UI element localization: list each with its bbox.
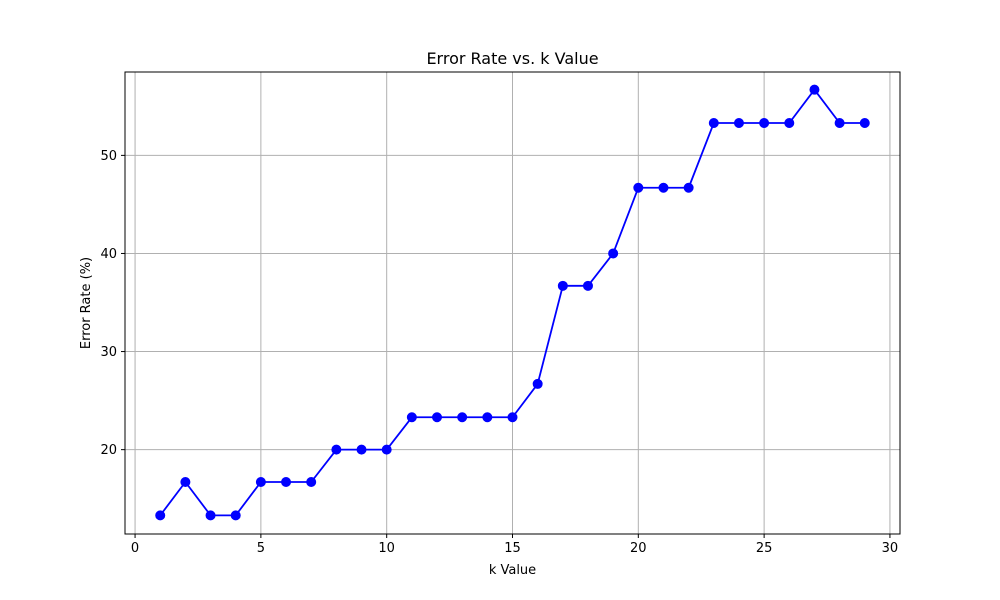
data-point (834, 118, 845, 129)
data-point (608, 248, 619, 259)
x-tick-label: 30 (882, 541, 899, 556)
series-layer (155, 84, 870, 521)
data-point (557, 280, 568, 291)
data-point (281, 477, 292, 488)
data-point (759, 118, 770, 129)
data-point (633, 182, 644, 193)
y-tick-label: 20 (100, 443, 117, 458)
data-point (507, 412, 518, 423)
data-point (582, 280, 593, 291)
y-tick-label: 40 (100, 247, 117, 262)
data-point (658, 182, 669, 193)
data-point (381, 444, 392, 455)
data-point (733, 118, 744, 129)
data-point (331, 444, 342, 455)
x-tick-label: 10 (378, 541, 395, 556)
data-point (356, 444, 367, 455)
x-tick-label: 15 (504, 541, 521, 556)
data-point (155, 510, 166, 521)
y-tick-label: 30 (100, 345, 117, 360)
data-point (708, 118, 719, 129)
data-point (255, 477, 266, 488)
axis-ticks: 0 5 10 15 20 25 30 20 30 40 50 (100, 149, 898, 556)
x-tick-label: 25 (756, 541, 773, 556)
data-point (230, 510, 241, 521)
data-point (532, 378, 543, 389)
data-point (406, 412, 417, 423)
x-axis-label: k Value (489, 563, 536, 578)
data-point (205, 510, 216, 521)
data-point (432, 412, 443, 423)
x-tick-label: 20 (630, 541, 647, 556)
data-point (859, 118, 870, 129)
data-point (809, 84, 820, 95)
data-point (180, 477, 191, 488)
data-point (457, 412, 468, 423)
data-point (306, 477, 317, 488)
x-tick-label: 0 (131, 541, 139, 556)
data-point (482, 412, 493, 423)
x-tick-label: 5 (257, 541, 265, 556)
y-tick-label: 50 (100, 149, 117, 164)
grid-lines (125, 72, 900, 534)
y-axis-label: Error Rate (%) (79, 257, 94, 349)
data-point (784, 118, 795, 129)
data-point (683, 182, 694, 193)
chart-title: Error Rate vs. k Value (426, 49, 598, 68)
